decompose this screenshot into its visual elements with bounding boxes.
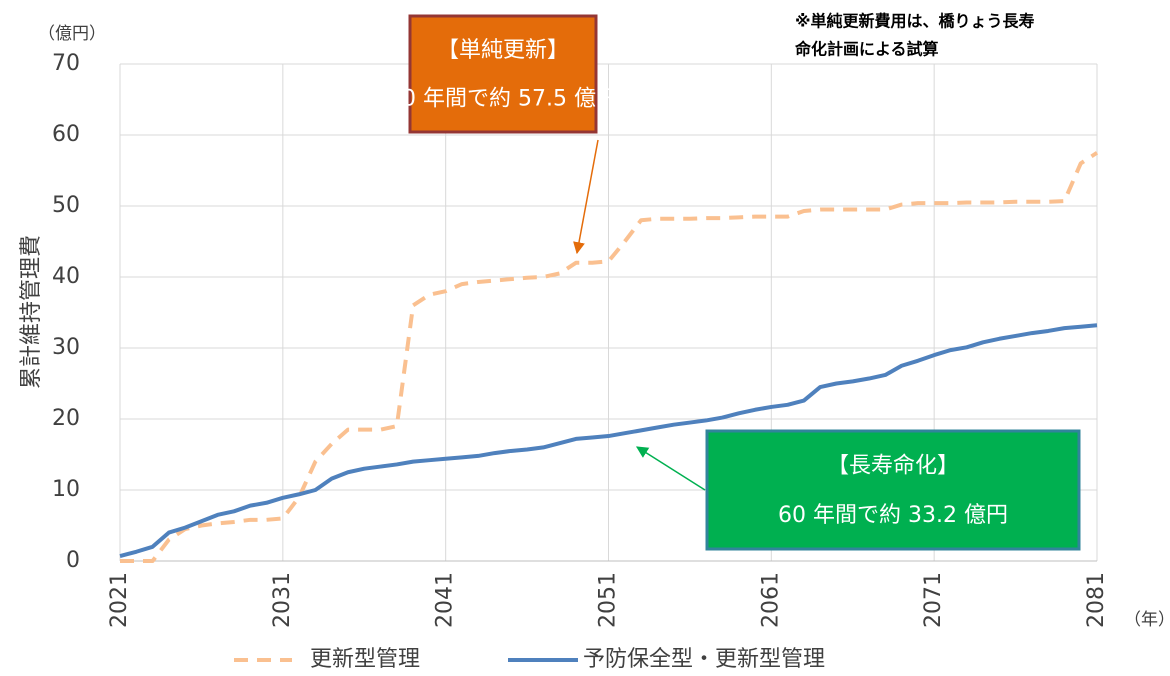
- x-tick-label: 2021: [107, 572, 132, 628]
- legend-label: 更新型管理: [310, 647, 420, 672]
- annotation-text: 60 年間で約 57.5 億円: [388, 87, 618, 112]
- y-unit: （億円）: [38, 24, 106, 44]
- annotation-arrow: [635, 446, 706, 491]
- annotation-text: 60 年間で約 33.2 億円: [778, 503, 1008, 528]
- annotation-arrow: [573, 139, 599, 255]
- x-tick-label: 2041: [433, 572, 458, 628]
- annotation-box: [705, 429, 1081, 551]
- x-unit: （年）: [1124, 610, 1170, 630]
- y-tick-label: 50: [52, 193, 80, 218]
- x-tick-label: 2081: [1084, 572, 1109, 628]
- series-line: [119, 323, 1098, 558]
- y-tick-label: 40: [52, 264, 80, 289]
- y-tick-label: 30: [52, 335, 80, 360]
- x-tick-label: 2071: [921, 572, 946, 628]
- y-tick-label: 60: [52, 122, 80, 147]
- annotation-text: 【単純更新】: [437, 38, 569, 63]
- x-tick-label: 2061: [758, 572, 783, 628]
- annotation-box: [408, 14, 598, 134]
- note: ※単純更新費用は、橋りょう長寿: [795, 12, 1035, 31]
- y-tick-label: 20: [52, 406, 80, 431]
- y-tick-label: 0: [66, 548, 80, 573]
- x-tick-label: 2051: [596, 572, 621, 628]
- y-tick-label: 10: [52, 477, 80, 502]
- y-axis-label: 累計維持管理費: [19, 235, 44, 389]
- y-tick-label: 70: [52, 51, 80, 76]
- note: 命化計画による試算: [794, 40, 939, 59]
- legend-label: 予防保全型・更新型管理: [583, 647, 825, 672]
- annotation-text: 【長寿命化】: [827, 453, 959, 478]
- x-tick-label: 2031: [270, 572, 295, 628]
